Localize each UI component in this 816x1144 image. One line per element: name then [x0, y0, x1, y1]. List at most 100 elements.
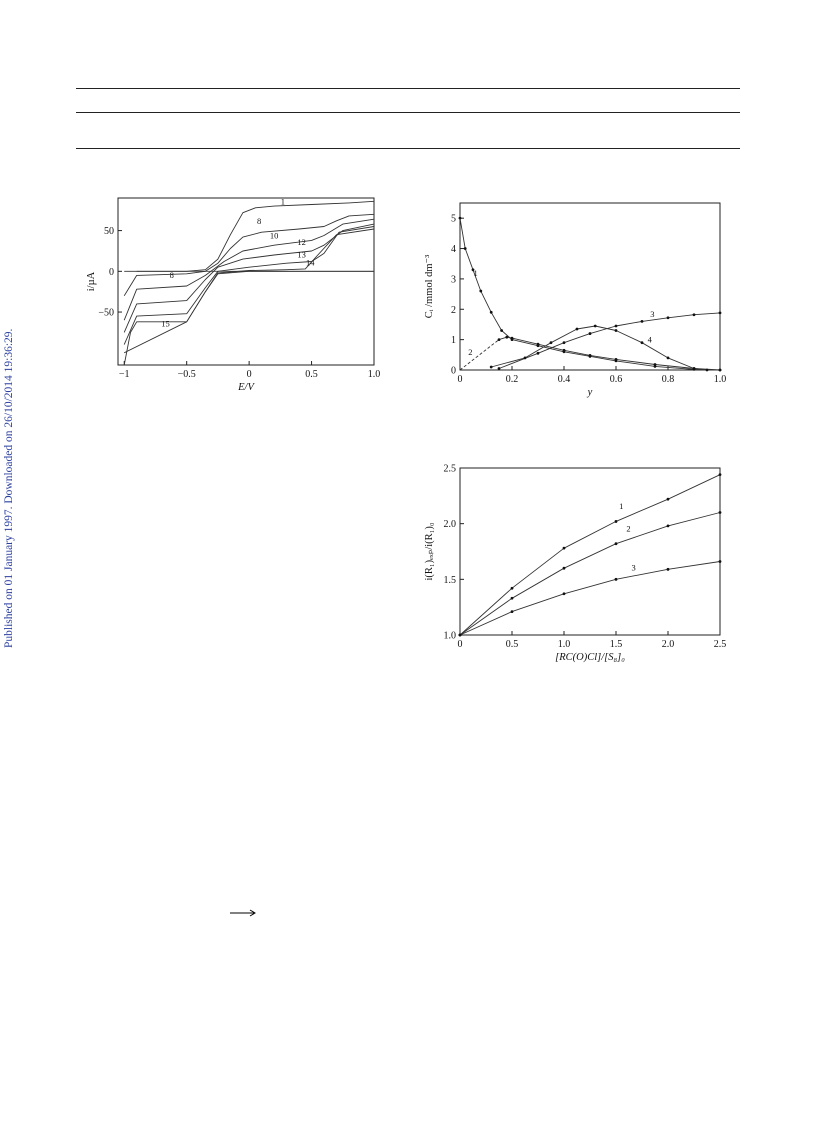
data-point [562, 348, 566, 352]
x-tick-label: 1.0 [714, 374, 727, 385]
series-line-10 [123, 218, 375, 321]
x-tick-label: 0.6 [610, 374, 623, 385]
data-point [471, 268, 475, 272]
plot-frame [117, 197, 375, 366]
data-point [489, 310, 493, 314]
series-line-2-dashed [459, 339, 500, 371]
data-point [692, 367, 696, 370]
series-label: 13 [297, 249, 306, 259]
x-tick-label: 0 [458, 639, 463, 650]
data-point [588, 332, 592, 335]
y-axis-label: Cᵢ /mmol dm⁻³ [424, 255, 435, 319]
plot-frame [459, 467, 721, 636]
data-point [562, 592, 566, 596]
series-line-4 [491, 325, 708, 371]
x-axis-label: [RC(O)Cl]/[S₈]₀ [555, 652, 625, 663]
publication-stamp: Published on 01 January 1997. Downloaded… [3, 328, 15, 648]
y-tick-label: 2 [451, 305, 456, 316]
data-point [500, 329, 503, 332]
y-tick-label: 0 [109, 267, 114, 278]
data-point [489, 365, 493, 369]
data-point [666, 497, 670, 501]
current-ratio-chart: 0 0.5 1.0 1.5 2.0 2.5 1.0 1.5 2.0 2.5 [RC(O)Cl]/[S… [424, 464, 727, 664]
series-label: 3 [650, 309, 654, 319]
data-point [705, 368, 709, 372]
series-label: 1 [281, 197, 285, 207]
series-label: 3 [632, 562, 636, 572]
data-point [458, 216, 462, 220]
series-line-1 [124, 200, 375, 272]
y-tick-label: 4 [451, 244, 456, 255]
data-point [497, 338, 501, 342]
series-line-8 [123, 213, 375, 297]
data-point [458, 633, 462, 637]
data-point [562, 546, 566, 550]
y-tick-label: 5 [451, 214, 456, 225]
y-tick-label: 0 [451, 366, 456, 377]
data-point [614, 324, 618, 328]
data-point [666, 316, 670, 320]
data-point [510, 596, 514, 600]
data-point [614, 520, 618, 523]
data-point [653, 363, 657, 366]
data-point [588, 354, 592, 357]
data-point [510, 336, 514, 340]
x-tick-label: 0.8 [662, 374, 675, 385]
y-tick-label: 3 [451, 274, 456, 285]
series-line-15 [123, 270, 374, 366]
series-label: 2 [626, 523, 630, 533]
x-tick-label: 0.2 [506, 374, 519, 385]
data-point [497, 367, 501, 370]
data-point [718, 311, 722, 315]
data-point [614, 329, 618, 332]
data-point [562, 341, 566, 345]
x-tick-label: 2.5 [714, 639, 727, 650]
data-point [666, 567, 670, 571]
series-label: 12 [297, 237, 306, 247]
series-label: 14 [306, 258, 315, 268]
x-tick-label: −0.5 [178, 369, 196, 380]
data-point [614, 357, 618, 361]
annotation-label: 8 [170, 270, 174, 280]
data-point [562, 566, 566, 570]
data-point [614, 577, 618, 581]
data-point [593, 324, 597, 328]
x-tick-label: 1.5 [610, 639, 623, 650]
series-line-14 [124, 228, 375, 354]
x-tick-label: 1.0 [368, 369, 381, 380]
data-point [575, 327, 579, 331]
y-tick-label: 1.0 [444, 631, 457, 642]
data-point [666, 524, 670, 528]
data-point [536, 351, 540, 355]
y-axis-label: i/µA [86, 271, 97, 291]
series-line-3 [459, 561, 721, 636]
y-tick-label: 2.0 [444, 519, 457, 530]
data-point [510, 610, 514, 614]
data-point [549, 341, 553, 345]
x-tick-label: 0.5 [506, 639, 519, 650]
x-tick-label: 0.4 [558, 374, 571, 385]
x-tick-label: −1 [119, 369, 130, 380]
plot-frame [459, 202, 721, 371]
data-point [718, 560, 722, 563]
data-point [614, 542, 618, 546]
y-tick-label: 1 [451, 335, 456, 346]
data-point [692, 313, 696, 317]
series-label: 1 [473, 268, 477, 278]
x-tick-label: 0 [458, 374, 463, 385]
reaction-arrow-icon [230, 909, 256, 917]
series-line-1 [459, 218, 721, 371]
data-point [510, 586, 514, 590]
y-tick-label: 2.5 [444, 464, 457, 475]
series-line-13 [123, 226, 375, 345]
series-label: 4 [648, 335, 653, 345]
middle-rule [76, 112, 740, 113]
data-point [479, 289, 483, 293]
data-point [666, 356, 670, 360]
x-tick-label: 1.0 [558, 639, 571, 650]
top-rule [76, 88, 740, 89]
data-point [718, 368, 722, 372]
y-axis-label: i(R₁)ₑₓₚ/i(R₁)₀ [424, 522, 435, 580]
data-point [640, 320, 644, 323]
